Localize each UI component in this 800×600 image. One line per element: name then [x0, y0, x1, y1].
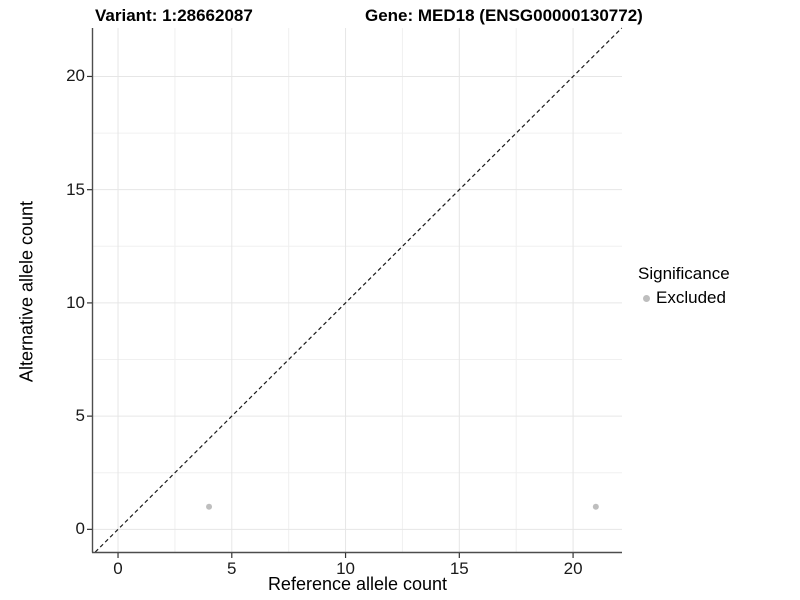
plot-title-variant: Variant: 1:28662087: [95, 6, 253, 25]
data-point: [592, 503, 599, 510]
x-tick-label: 10: [336, 559, 355, 578]
y-tick-label: 5: [75, 406, 85, 426]
y-axis-label: Alternative allele count: [16, 200, 37, 383]
y-tick-label: 10: [66, 292, 85, 312]
legend-entry-label: Excluded: [656, 288, 726, 307]
identity-dashed-line: [94, 27, 623, 553]
legend-entry-excluded: Excluded: [638, 288, 730, 308]
legend-title: Significance: [638, 264, 730, 283]
y-tick-label: 0: [75, 519, 85, 539]
plot-title-gene: Gene: MED18 (ENSG00000130772): [365, 6, 643, 25]
x-tick-label: 20: [563, 559, 583, 578]
y-tick-label: 20: [66, 66, 85, 86]
y-tick-label: 15: [66, 179, 85, 199]
legend-point-icon: [643, 294, 650, 302]
x-tick-label: 0: [113, 559, 123, 578]
x-tick-label: 15: [449, 559, 469, 578]
legend: Significance Excluded: [638, 264, 730, 308]
data-point: [206, 503, 213, 510]
x-axis-label: Reference allele count: [267, 574, 448, 594]
x-tick-label: 5: [227, 559, 237, 578]
